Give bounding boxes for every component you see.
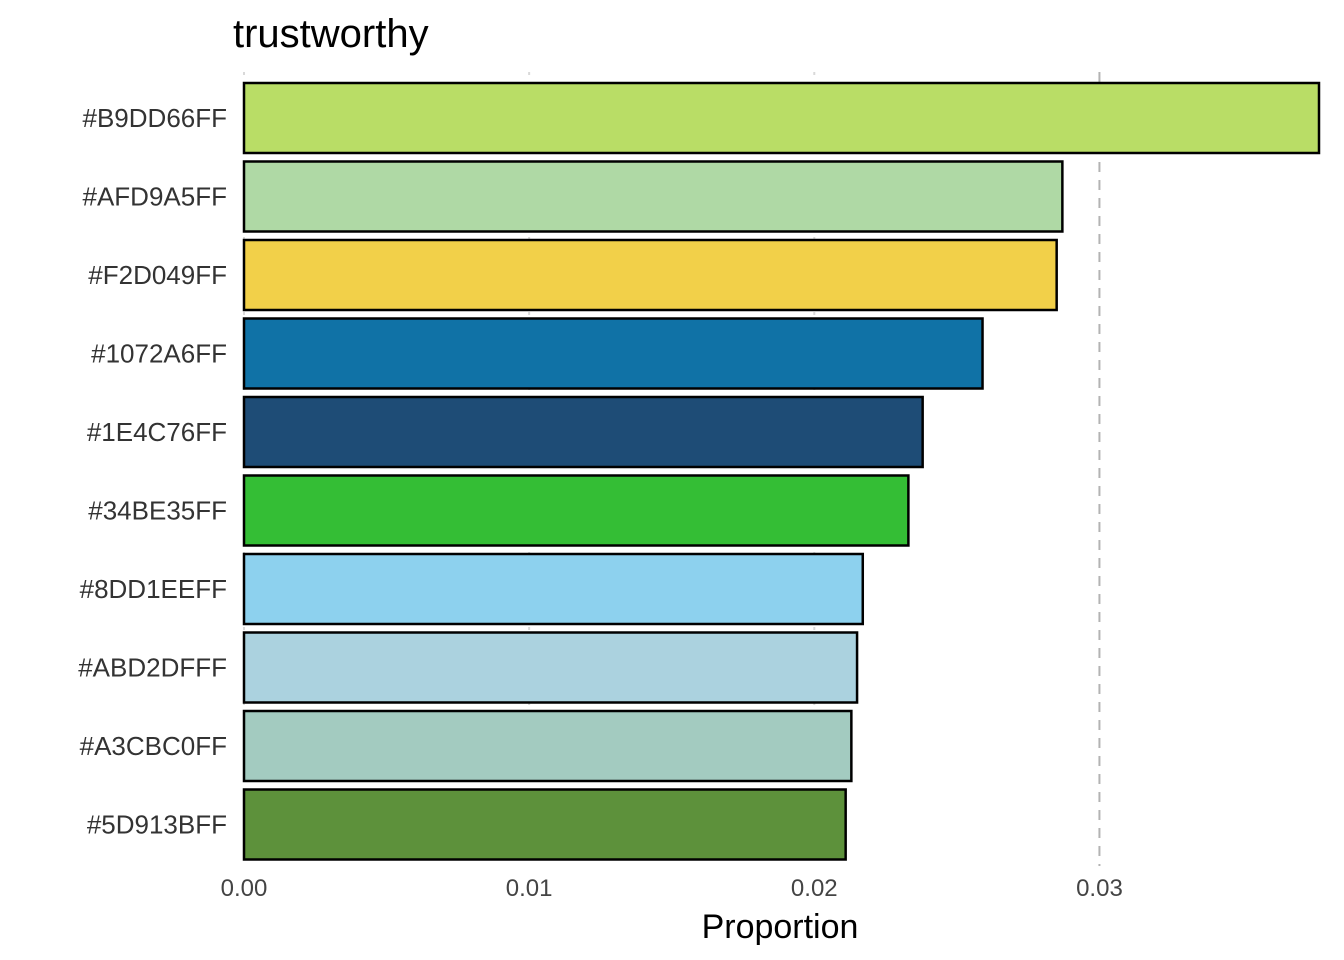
chart-title: trustworthy bbox=[233, 12, 429, 56]
y-tick-label: #A3CBC0FF bbox=[80, 731, 227, 761]
bar bbox=[242, 238, 1058, 312]
y-tick-label: #5D913BFF bbox=[87, 810, 227, 840]
bar bbox=[242, 317, 984, 390]
y-tick-label: #AFD9A5FF bbox=[83, 182, 228, 212]
x-axis-tick-labels: 0.00 0.01 0.02 0.03 bbox=[221, 875, 1123, 902]
y-tick-label: #ABD2DFFF bbox=[78, 653, 227, 683]
x-tick-label: 0.03 bbox=[1076, 875, 1123, 902]
y-tick-label: #1072A6FF bbox=[91, 339, 227, 369]
bar bbox=[242, 81, 1321, 155]
y-tick-label: #34BE35FF bbox=[88, 496, 227, 526]
y-tick-label: #1E4C76FF bbox=[87, 417, 227, 447]
bar bbox=[242, 160, 1064, 233]
bars bbox=[242, 81, 1321, 861]
x-axis-label: Proportion bbox=[702, 908, 859, 946]
y-axis-tick-labels: #B9DD66FF #AFD9A5FF #F2D049FF #1072A6FF #1E4… bbox=[78, 103, 227, 840]
x-tick-label: 0.01 bbox=[506, 875, 553, 902]
bar bbox=[242, 788, 847, 861]
x-tick-label: 0.00 bbox=[221, 875, 268, 902]
bar bbox=[242, 474, 910, 547]
bar bbox=[242, 631, 859, 704]
y-tick-label: #F2D049FF bbox=[88, 260, 227, 290]
bar bbox=[242, 552, 865, 626]
y-tick-label: #B9DD66FF bbox=[83, 103, 228, 133]
x-tick-label: 0.02 bbox=[791, 875, 838, 902]
bar bbox=[242, 395, 924, 469]
y-tick-label: #8DD1EEFF bbox=[80, 574, 227, 604]
bar bbox=[242, 709, 853, 783]
